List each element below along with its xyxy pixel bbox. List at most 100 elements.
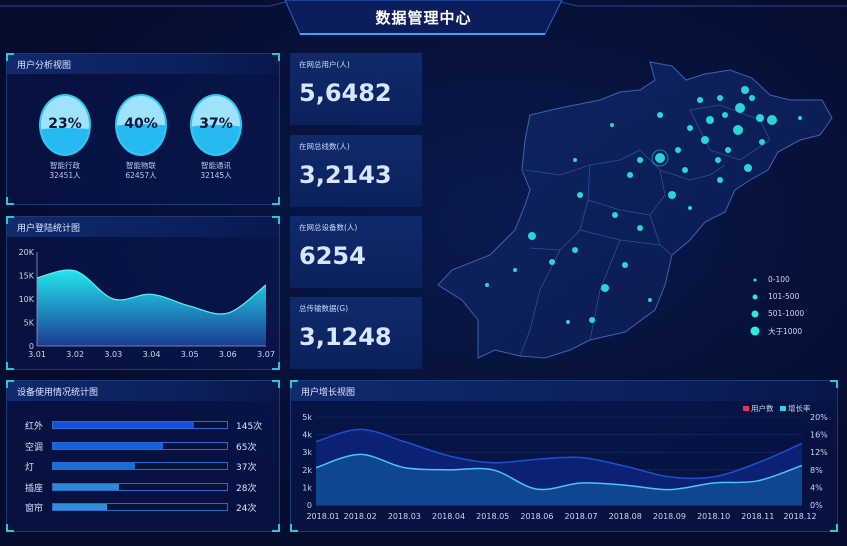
- device-label: 空调: [25, 442, 44, 453]
- legend-dot-icon: [750, 326, 760, 336]
- device-label: 插座: [25, 483, 44, 494]
- legend-dot-icon: [752, 294, 758, 300]
- map-data-dot[interactable]: [722, 112, 728, 118]
- usage-bar-fill: [53, 442, 163, 449]
- map-data-dot[interactable]: [589, 317, 595, 323]
- map-data-dot[interactable]: [733, 125, 743, 135]
- map-data-dot[interactable]: [572, 247, 578, 253]
- map-data-dot[interactable]: [675, 147, 681, 153]
- legend-dot-icon: [751, 310, 759, 318]
- map-data-dot[interactable]: [573, 158, 577, 162]
- x-tick-label: 3.06: [219, 350, 237, 359]
- y-tick-label: 10K: [19, 295, 35, 304]
- stat-value: 5,6482: [299, 79, 392, 107]
- login-line: [36, 269, 267, 315]
- x-tick-label: 3.05: [181, 350, 199, 359]
- device-label: 灯: [25, 463, 35, 473]
- device-count: 145次: [236, 422, 263, 432]
- panel-title: 用户登陆统计图: [7, 217, 279, 237]
- map-data-dot[interactable]: [767, 115, 777, 125]
- map-data-dot[interactable]: [735, 103, 745, 113]
- map-data-dot[interactable]: [622, 262, 628, 268]
- map-data-dot[interactable]: [528, 232, 536, 240]
- bubble-label: 智能物联 62457人: [101, 161, 181, 181]
- page-title: 数据管理中心: [375, 9, 472, 27]
- bubble-name: 智能物联: [126, 161, 156, 170]
- bubble-count: 62457人: [125, 171, 157, 180]
- x-tick-label: 2018.12: [783, 512, 816, 521]
- map-data-dot[interactable]: [687, 125, 693, 131]
- map-data-dot[interactable]: [637, 157, 643, 163]
- map-data-dot[interactable]: [612, 212, 618, 218]
- series-area: [316, 454, 802, 505]
- bubble-label: 智能通讯 32145人: [176, 161, 256, 181]
- stat-label: 在网总用户(人): [299, 60, 350, 69]
- map-data-dot[interactable]: [485, 283, 489, 287]
- map-data-dot[interactable]: [706, 116, 714, 124]
- legend-swatch: [743, 406, 749, 411]
- map-data-dot[interactable]: [744, 164, 752, 172]
- bubble-name: 智能行政: [50, 161, 80, 170]
- bubble-fill: [117, 124, 165, 154]
- usage-bar-track: [52, 503, 228, 511]
- y-tick-label: 5K: [24, 319, 35, 328]
- usage-bar-fill: [53, 504, 107, 510]
- bubble-fill: [41, 128, 89, 154]
- legend-label[interactable]: 用户数: [751, 403, 774, 413]
- y-left-tick-label: 1k: [302, 483, 312, 492]
- bubble-percent: 37%: [199, 116, 233, 132]
- legend-label[interactable]: 增长率: [788, 403, 811, 413]
- x-tick-label: 2018.04: [432, 512, 465, 521]
- usage-bar-track: [52, 421, 228, 429]
- map-data-dot[interactable]: [549, 259, 555, 265]
- map-data-dot[interactable]: [637, 225, 643, 231]
- panel-title: 用户分析视图: [7, 54, 279, 74]
- map-data-dot[interactable]: [741, 86, 749, 94]
- bubble-name: 智能通讯: [201, 161, 231, 170]
- map-data-dot[interactable]: [749, 95, 755, 101]
- y-left-tick-label: 5k: [302, 413, 312, 422]
- map-data-dot[interactable]: [756, 114, 764, 122]
- y-left-tick-label: 2k: [302, 466, 312, 475]
- stat-card: 在网总设备数(人) 6254: [290, 216, 422, 288]
- stat-label: 在网总设备数(人): [299, 223, 358, 232]
- map-data-dot[interactable]: [601, 284, 609, 292]
- y-right-tick-label: 16%: [810, 431, 828, 440]
- header-frame: [0, 0, 847, 35]
- map-data-dot[interactable]: [577, 192, 583, 198]
- stat-value: 3,2143: [299, 161, 392, 189]
- x-tick-label: 3.02: [66, 350, 84, 359]
- x-tick-label: 2018.03: [388, 512, 421, 521]
- map-data-dot[interactable]: [717, 95, 723, 101]
- map-data-dot[interactable]: [627, 172, 633, 178]
- x-tick-label: 3.07: [257, 350, 275, 359]
- map-data-dot[interactable]: [668, 191, 676, 199]
- map-data-dot[interactable]: [725, 147, 731, 153]
- map-data-dot[interactable]: [648, 298, 652, 302]
- map-data-dot[interactable]: [610, 123, 614, 127]
- map-data-dot[interactable]: [513, 268, 517, 272]
- map-data-dot[interactable]: [697, 97, 703, 103]
- map-data-dot[interactable]: [798, 116, 802, 120]
- y-right-tick-label: 8%: [810, 466, 823, 475]
- map-data-dot[interactable]: [717, 177, 723, 183]
- map-data-dot[interactable]: [688, 206, 692, 210]
- map-data-dot[interactable]: [655, 153, 665, 163]
- stat-label: 总传输数据(G): [299, 304, 349, 313]
- bubble-label: 智能行政 32451人: [25, 161, 105, 181]
- map-data-dot[interactable]: [682, 167, 688, 173]
- map-data-dot[interactable]: [701, 136, 709, 144]
- x-tick-label: 2018.07: [565, 512, 598, 521]
- x-tick-label: 3.03: [104, 350, 122, 359]
- map-data-dot[interactable]: [715, 157, 721, 163]
- map-data-dot[interactable]: [566, 320, 570, 324]
- x-tick-label: 2018.08: [609, 512, 642, 521]
- map-data-dot[interactable]: [759, 139, 765, 145]
- map-data-dot[interactable]: [657, 112, 663, 118]
- y-tick-label: 20K: [19, 248, 35, 257]
- x-tick-label: 2018.05: [476, 512, 509, 521]
- bubble-count: 32145人: [200, 171, 232, 180]
- stat-label: 在网总线数(人): [299, 142, 350, 151]
- usage-bar-fill: [53, 422, 194, 428]
